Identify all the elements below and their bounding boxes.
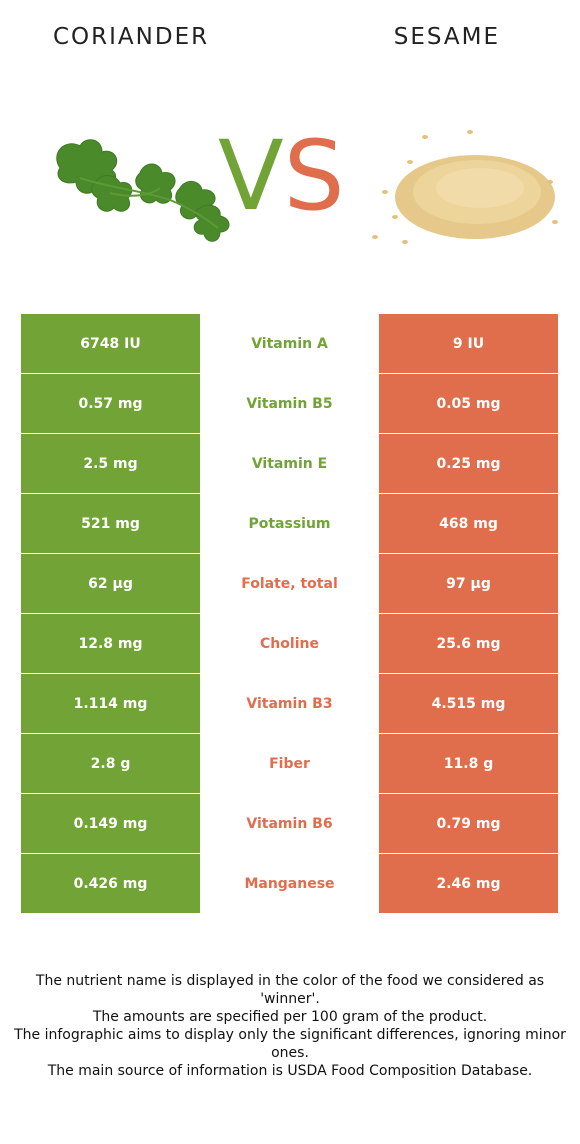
- nutrient-name: Vitamin B6: [200, 794, 379, 853]
- table-row: 0.426 mg Manganese 2.46 mg: [21, 854, 558, 913]
- header: CORIANDER SESAME VS: [0, 0, 580, 300]
- left-food-title: CORIANDER: [53, 24, 210, 50]
- nutrient-name: Vitamin E: [200, 434, 379, 493]
- table-row: 2.5 mg Vitamin E 0.25 mg: [21, 434, 558, 493]
- footer-line-3: The infographic aims to display only the…: [14, 1027, 566, 1061]
- nutrient-name: Vitamin B5: [200, 374, 379, 433]
- table-row: 1.114 mg Vitamin B3 4.515 mg: [21, 674, 558, 733]
- vs-label: VS: [218, 120, 345, 232]
- footer-line-1: The nutrient name is displayed in the co…: [35, 973, 545, 1007]
- sesame-value: 9 IU: [379, 314, 558, 373]
- coriander-value: 62 µg: [21, 554, 200, 613]
- sesame-value: 0.79 mg: [379, 794, 558, 853]
- sesame-value: 11.8 g: [379, 734, 558, 793]
- table-row: 2.8 g Fiber 11.8 g: [21, 734, 558, 793]
- nutrient-name: Potassium: [200, 494, 379, 553]
- sesame-value: 0.05 mg: [379, 374, 558, 433]
- nutrient-name: Choline: [200, 614, 379, 673]
- sesame-value: 97 µg: [379, 554, 558, 613]
- coriander-value: 2.5 mg: [21, 434, 200, 493]
- table-row: 521 mg Potassium 468 mg: [21, 494, 558, 553]
- table-row: 12.8 mg Choline 25.6 mg: [21, 614, 558, 673]
- coriander-value: 12.8 mg: [21, 614, 200, 673]
- sesame-value: 25.6 mg: [379, 614, 558, 673]
- coriander-value: 6748 IU: [21, 314, 200, 373]
- sesame-value: 4.515 mg: [379, 674, 558, 733]
- table-row: 0.57 mg Vitamin B5 0.05 mg: [21, 374, 558, 433]
- coriander-value: 0.149 mg: [21, 794, 200, 853]
- nutrient-name: Fiber: [200, 734, 379, 793]
- coriander-value: 2.8 g: [21, 734, 200, 793]
- table-row: 62 µg Folate, total 97 µg: [21, 554, 558, 613]
- footer-line-4: The main source of information is USDA F…: [47, 1063, 533, 1079]
- sesame-value: 0.25 mg: [379, 434, 558, 493]
- coriander-value: 521 mg: [21, 494, 200, 553]
- sesame-image: [372, 130, 558, 244]
- sesame-value: 468 mg: [379, 494, 558, 553]
- nutrient-name: Vitamin A: [200, 314, 379, 373]
- right-food-title: SESAME: [393, 24, 500, 50]
- table-row: 0.149 mg Vitamin B6 0.79 mg: [21, 794, 558, 853]
- nutrient-name: Manganese: [200, 854, 379, 913]
- footer-notes: The nutrient name is displayed in the co…: [10, 972, 570, 1080]
- nutrient-name: Vitamin B3: [200, 674, 379, 733]
- nutrient-name: Folate, total: [200, 554, 379, 613]
- coriander-value: 0.426 mg: [21, 854, 200, 913]
- sesame-value: 2.46 mg: [379, 854, 558, 913]
- coriander-image: [56, 139, 230, 242]
- coriander-value: 0.57 mg: [21, 374, 200, 433]
- footer-line-2: The amounts are specified per 100 gram o…: [92, 1009, 488, 1025]
- coriander-value: 1.114 mg: [21, 674, 200, 733]
